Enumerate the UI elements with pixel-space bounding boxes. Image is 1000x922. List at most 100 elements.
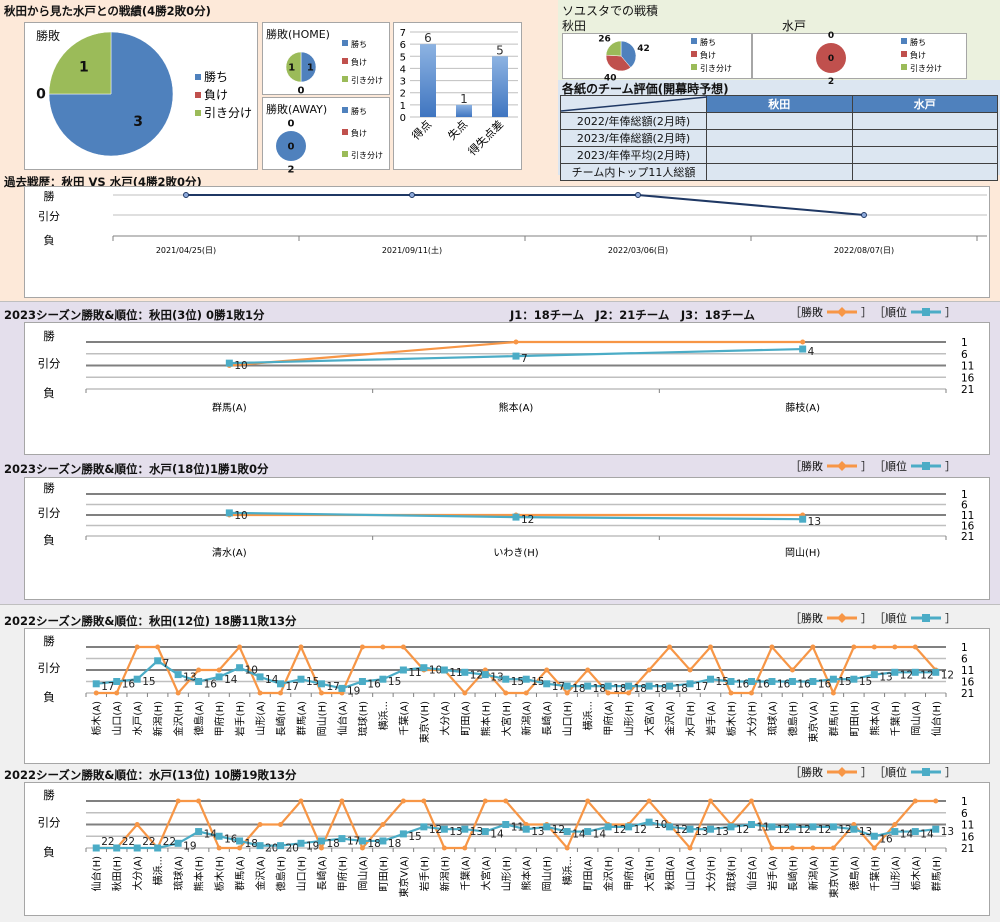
history-title: 過去戦歴：秋田 VS 水戸(4勝2敗0分) <box>4 175 202 189</box>
rank-data-label: 15 <box>388 676 401 688</box>
result-point <box>216 667 222 673</box>
legend-text: ］ <box>945 612 956 625</box>
legend-text: ［勝敗 <box>790 460 823 473</box>
pie-slice-win <box>276 131 306 161</box>
level-label: 引分 <box>38 816 61 830</box>
result-point <box>298 644 304 650</box>
rank-data-label: 14 <box>224 674 238 686</box>
history-line-chart: 勝引分負 2021/04/25(日) 2021/09/11(土) 2022/03/06… <box>24 186 990 298</box>
category-label: 秋田(H) <box>111 856 124 891</box>
rank-point <box>154 657 162 665</box>
category-label: 町田(A) <box>584 856 595 891</box>
category-label: 東京V(A) <box>397 856 410 898</box>
rank-data-label: 17 <box>286 681 299 693</box>
legend-label: 引き分け <box>351 76 383 85</box>
pie-slice-loss <box>605 54 631 72</box>
rank-data-label: 22 <box>142 836 155 848</box>
category-label: 栃木(H) <box>725 701 738 736</box>
category-label: 岡山(A) <box>357 856 369 891</box>
rank-point <box>461 825 469 833</box>
rank-point <box>420 823 428 831</box>
legend-diamond <box>837 461 847 471</box>
rank-point <box>502 821 510 828</box>
category-label: 熊本(H) <box>193 856 206 891</box>
category-label: 千葉(A) <box>397 701 410 736</box>
pie-data-label: 0 <box>828 31 834 41</box>
category-label: 横浜... <box>377 701 390 731</box>
result-point <box>196 798 202 804</box>
rank-point <box>277 680 285 688</box>
result-point <box>278 690 284 696</box>
rank-tick-label: 6 <box>961 654 968 666</box>
category-label: 山口(A) <box>685 856 697 891</box>
rank-point <box>225 509 233 517</box>
soyusta-title: ソユスタでの戦積 <box>562 4 659 18</box>
pie-data-label: 2 <box>288 164 295 175</box>
cell <box>851 146 998 164</box>
result-point <box>789 667 795 673</box>
category-label: 金沢(H) <box>602 856 615 891</box>
rank-point <box>850 825 858 833</box>
result-point <box>800 339 806 345</box>
rank-point <box>707 675 715 683</box>
legend-text: ］ <box>861 460 872 473</box>
legend-swatch-draw <box>691 64 697 70</box>
soyusta-mito-pie: 0 2 0 勝ち 負け 引き分け <box>752 31 967 87</box>
bar-data-label: 5 <box>496 43 504 57</box>
category-label: 甲府(A) <box>623 856 636 891</box>
rank-point <box>522 675 530 683</box>
category-label: 熊本(A) <box>499 401 534 414</box>
category-label: 藤枝(A) <box>785 401 820 414</box>
category-label: 清水(A) <box>212 546 247 559</box>
legend-text: ［勝敗 <box>790 766 823 779</box>
pie-data-label: 1 <box>307 62 314 73</box>
result-point <box>503 798 509 804</box>
away-pie-chart: 勝敗(AWAY) 2 0 0 勝ち 負け 引き分け <box>262 97 390 175</box>
result-point <box>646 798 652 804</box>
result-point <box>462 690 468 696</box>
legend-label: 負け <box>700 50 716 60</box>
legend-label: 負け <box>351 128 367 138</box>
category-label: 甲府(A) <box>602 701 615 736</box>
rank-point <box>297 839 305 847</box>
category-label: 東京V(A) <box>807 701 820 743</box>
category-label: 水戸(A) <box>132 701 144 736</box>
rank-data-label: 16 <box>777 679 791 691</box>
result-point <box>134 822 140 827</box>
category-label: 群馬(H) <box>930 856 943 891</box>
legend-square <box>922 462 930 470</box>
season-2022-mito-chart: 1 6 11 16 21 勝引分負 22 22 22 22 19 14 16 18 20 20 19 18 17 18… <box>24 782 990 916</box>
rank-data-label: 15 <box>716 676 729 688</box>
result-point <box>851 644 857 650</box>
rank-data-label: 4 <box>808 346 815 358</box>
rank-point <box>277 842 285 850</box>
rank-data-label: 12 <box>429 824 442 836</box>
level-label: 負 <box>43 386 55 400</box>
category-label: 大分(H) <box>745 701 758 736</box>
diagonal-line <box>560 96 708 112</box>
result-point <box>871 644 877 650</box>
category-label: 熊本(A) <box>868 701 881 736</box>
cell <box>706 112 853 130</box>
rank-data-label: 7 <box>163 658 170 670</box>
rank-data-label: 16 <box>367 679 381 691</box>
category-label: 山形(H) <box>624 701 636 736</box>
rank-data-label: 12 <box>818 824 831 836</box>
legend-text: ［順位 <box>874 612 907 625</box>
result-legend-marker-icon <box>827 613 857 623</box>
y-tick-label: 0 <box>400 113 406 124</box>
overall-pie-chart: 勝敗 3 0 1 勝ち 負け 引き分け <box>24 22 258 170</box>
result-point <box>810 845 816 851</box>
date-label: 2022/03/06(日) <box>608 246 668 255</box>
table-row: 2023/年俸平均(2月時) <box>560 146 998 164</box>
rank-data-label: 13 <box>859 826 872 838</box>
legend-square <box>922 308 930 316</box>
result-point <box>400 798 406 804</box>
category-label: 群馬(A) <box>234 856 247 891</box>
pie-data-label: 3 <box>133 114 143 130</box>
rank-point <box>891 668 899 676</box>
y-tick-label: 5 <box>400 52 406 63</box>
result-point <box>482 798 488 804</box>
category-label: 山形(A) <box>890 856 902 891</box>
rank-point <box>92 680 100 688</box>
